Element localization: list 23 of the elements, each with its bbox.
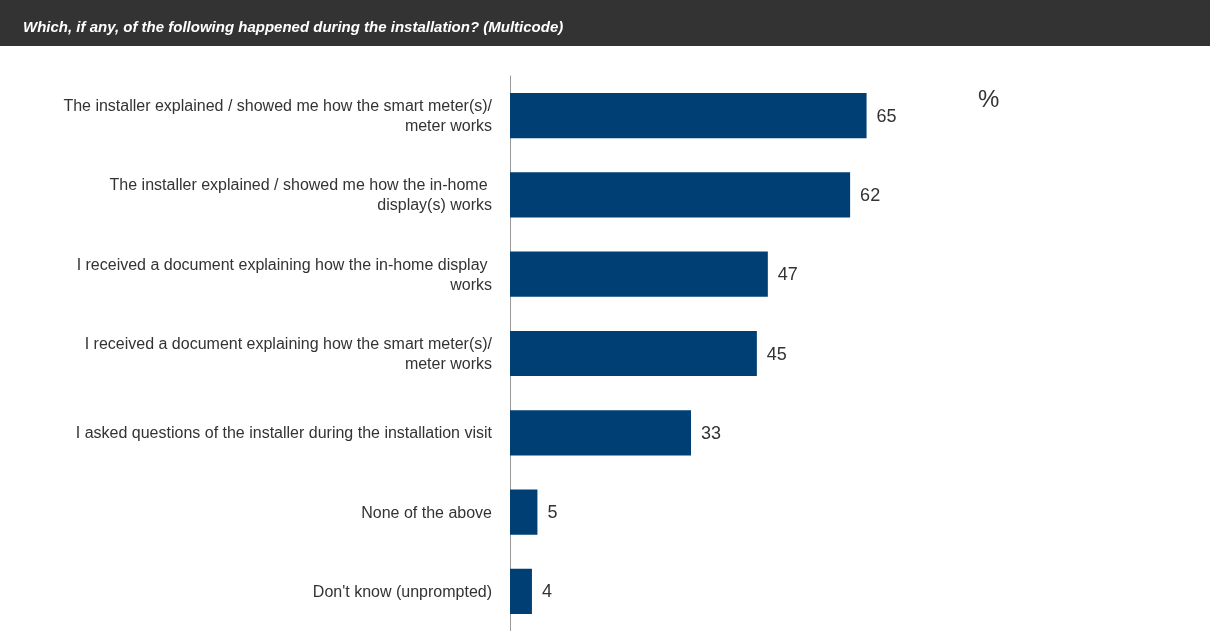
y-tick-label: The installer explained / showed me how the smart meter(s)/meter works [63,97,493,135]
bar [510,172,851,218]
y-tick-label: None of the above [361,503,493,521]
bar [510,489,538,535]
data-label: 62 [860,184,881,205]
data-label: 65 [876,105,897,126]
bar [510,568,532,614]
bar [510,93,867,139]
data-label: 47 [777,264,798,285]
y-tick-label: I received a document explaining how the in-home display works [76,255,492,293]
data-label: 5 [547,502,558,523]
bar [510,410,692,456]
bar [510,251,768,297]
y-tick-label: I asked questions of the installer during the installation visit [75,424,493,442]
y-tick-label: I received a document explaining how the smart meter(s)/meter works [84,335,493,372]
y-tick-label: Don't know (unprompted) [312,582,492,600]
data-label: 33 [701,422,722,443]
text: Which, if any, of the following happened during the installation? (Multicode) [23,18,564,35]
data-label: 4 [541,581,552,602]
bar [510,330,757,377]
y-tick-label: The installer explained / showed me how the in-home display(s) works [109,176,492,214]
text: % [978,84,1000,112]
data-label: 45 [766,343,787,364]
